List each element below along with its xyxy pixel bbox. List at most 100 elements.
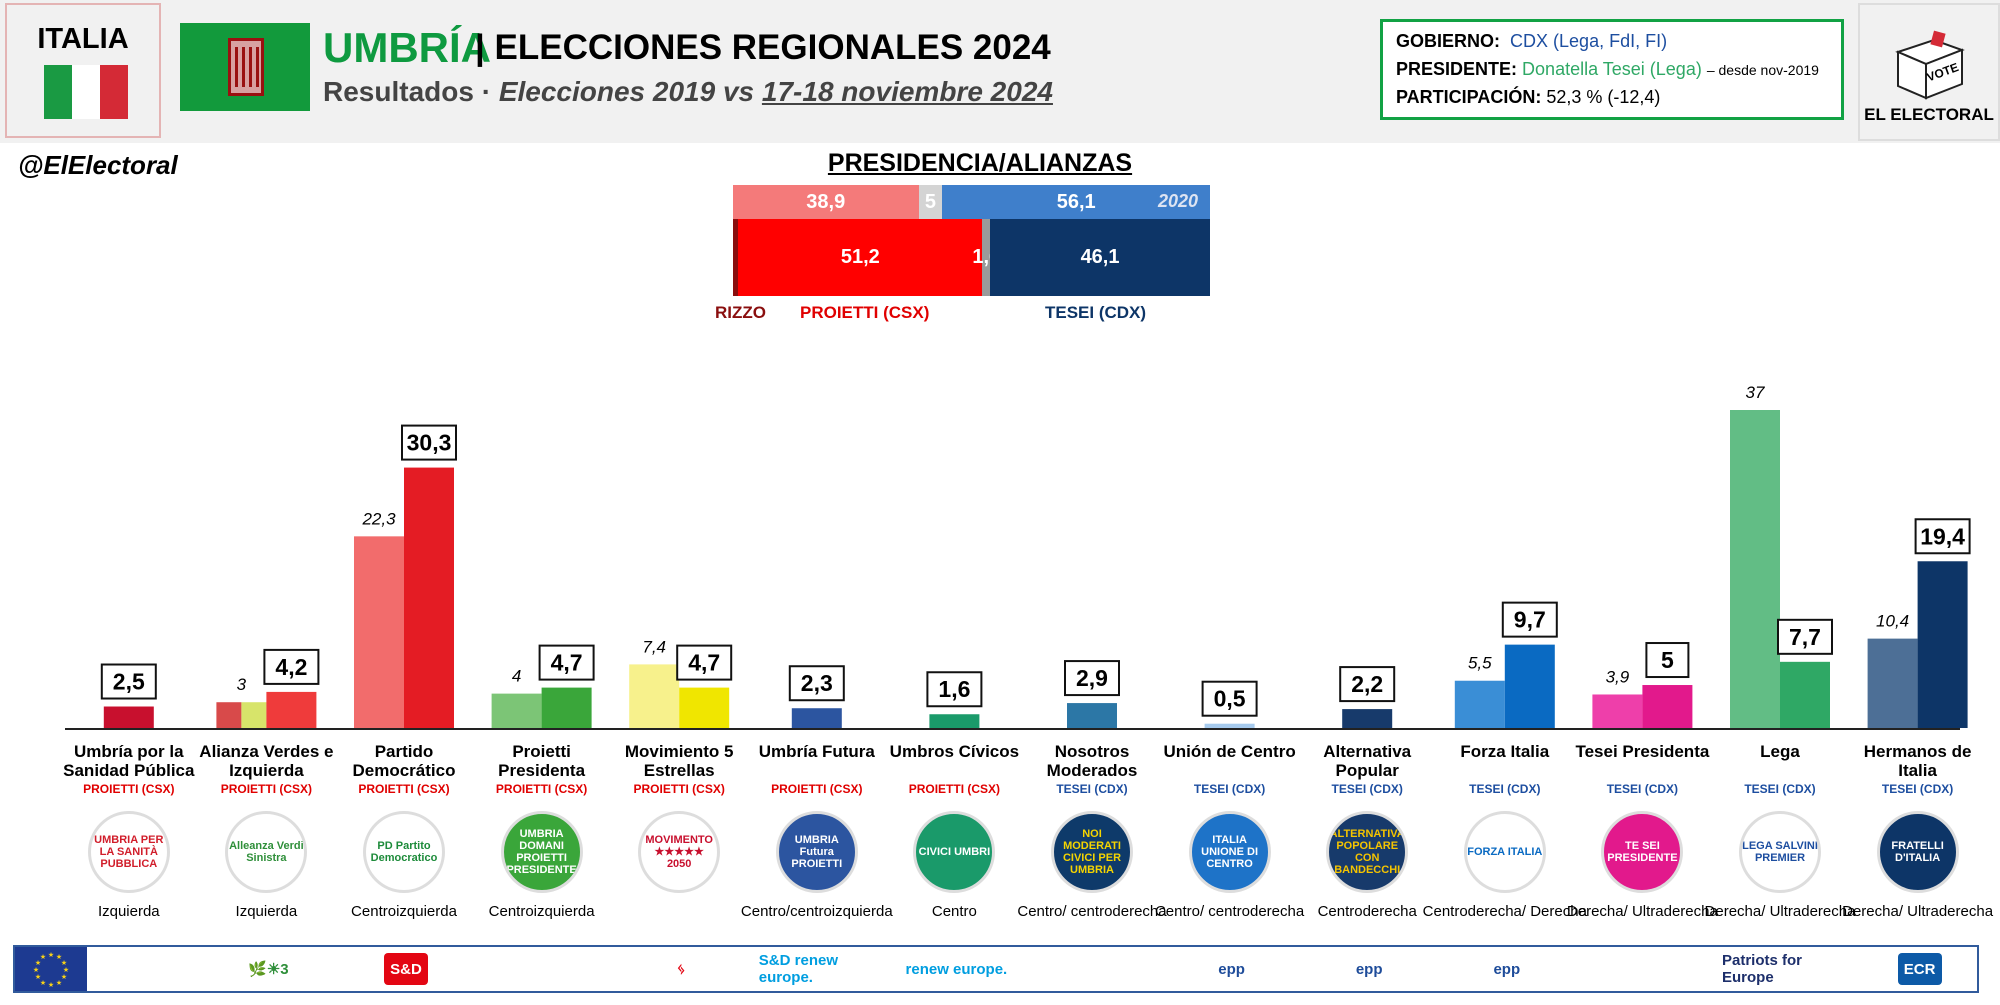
alliance-label-1: PROIETTI (CSX) xyxy=(800,303,930,322)
twitter-handle: @ElElectoral xyxy=(18,150,178,180)
bar-2019-partido-democratico xyxy=(354,536,404,728)
bar-2019-hermanos-de-italia xyxy=(1867,638,1918,728)
party-alliance-tesei-presidenta: TESEI (CDX) xyxy=(1606,782,1679,796)
alliance-2020-segment-cdx: 56,1 xyxy=(942,185,1210,219)
svg-text:★: ★ xyxy=(48,981,54,989)
subtitle: Resultados · Elecciones 2019 vs 17-18 no… xyxy=(323,76,1053,108)
bar-2019-lega xyxy=(1730,410,1780,728)
party-name-lega: Lega xyxy=(1760,742,1800,761)
label-box-2024-proietti-presidenta xyxy=(538,644,595,681)
svg-text:★: ★ xyxy=(40,953,46,961)
svg-text:★: ★ xyxy=(63,966,69,974)
page-title: | ELECCIONES REGIONALES 2024 xyxy=(475,28,1051,67)
bar-2024-proietti-presidenta xyxy=(541,687,592,728)
label-box-2024-umbria-por-la-sanidad-publica xyxy=(100,663,157,700)
party-ideology-nosotros-moderados: Centro/ centroderecha xyxy=(1017,903,1167,920)
bar-2019-alianza-verdes-e-izquierda-part-0 xyxy=(216,702,242,728)
svg-text:★: ★ xyxy=(56,979,62,987)
party-alliance-umbria-por-la-sanidad-publica: PROIETTI (CSX) xyxy=(83,782,175,796)
party-logo-lega-icon: LEGA SALVINI PREMIER xyxy=(1739,811,1821,893)
el-electoral-logo: VOTE EL ELECTORAL xyxy=(1858,3,2000,141)
label-2024-forza-italia: 9,7 xyxy=(1514,607,1546,633)
svg-text:★: ★ xyxy=(35,959,41,967)
party-logo-movimiento-5-estrellas-icon: MOVIMENTO ★★★★★ 2050 xyxy=(638,811,721,893)
label-2019-lega: 37 xyxy=(1746,383,1765,402)
party-ideology-forza-italia: Centroderecha/ Derecha xyxy=(1422,903,1587,920)
party-ideology-alternativa-popular: Centroderecha xyxy=(1317,903,1417,920)
bar-2024-forza-italia xyxy=(1504,644,1555,728)
label-box-2024-nosotros-moderados xyxy=(1064,660,1120,697)
label-box-2024-union-de-centro xyxy=(1201,680,1258,717)
bar-2024-partido-democratico xyxy=(404,467,454,728)
party-name-alianza-verdes-e-izquierda: Alianza Verdes e Izquierda xyxy=(199,742,334,780)
bar-2024-alianza-verdes-e-izquierda xyxy=(266,691,317,728)
label-box-2024-partido-democratico xyxy=(401,424,457,461)
alliance-2020-segment-otros: 5 xyxy=(918,185,943,219)
party-name-alternativa-popular: Alternativa Popular xyxy=(1323,742,1412,780)
party-ideology-partido-democratico: Centroizquierda xyxy=(351,903,457,920)
party-alliance-union-de-centro: TESEI (CDX) xyxy=(1193,782,1266,796)
party-name-nosotros-moderados: Nosotros Moderados xyxy=(1046,742,1138,780)
party-alliance-alianza-verdes-e-izquierda: PROIETTI (CSX) xyxy=(220,782,313,796)
party-alliance-umbria-futura: PROIETTI (CSX) xyxy=(771,782,863,796)
bar-2024-umbria-por-la-sanidad-publica xyxy=(103,706,154,728)
label-2019-forza-italia: 5,5 xyxy=(1468,654,1492,673)
party-name-hermanos-de-italia: Hermanos de Italia xyxy=(1863,742,1972,780)
alliance-year-2020: 2020 xyxy=(1157,191,1198,211)
party-alliance-hermanos-de-italia: TESEI (CDX) xyxy=(1881,782,1954,796)
info-presidente: PRESIDENTE: Donatella Tesei (Lega) – des… xyxy=(1396,59,1819,80)
label-2024-hermanos-de-italia: 19,4 xyxy=(1920,523,1965,549)
party-logo-nosotros-moderados-icon: NOI MODERATI CIVICI PER UMBRIA xyxy=(1051,811,1133,893)
label-2019-proietti-presidenta: 4 xyxy=(512,667,521,686)
ballot-box-icon: VOTE xyxy=(1895,30,1965,100)
label-2024-umbria-futura: 2,3 xyxy=(801,670,833,696)
umbria-emblem-icon xyxy=(228,38,264,96)
party-logo-umbria-futura-icon: UMBRIA Futura PROIETTI xyxy=(775,811,858,893)
europarty-logo-2-icon: S&D xyxy=(384,953,428,985)
party-ideology-tesei-presidenta: Derecha/ Ultraderecha xyxy=(1566,903,1718,920)
party-logo-partido-democratico-icon: PD Partito Democratico xyxy=(363,811,445,893)
region-title: UMBRÍA xyxy=(323,24,491,71)
eu-flag-icon: ★ ★ ★ ★ ★ ★ ★ ★ ★ ★ ★ ★ xyxy=(15,947,87,991)
subtitle-date: 17-18 noviembre 2024 xyxy=(761,76,1053,107)
svg-text:★: ★ xyxy=(61,959,67,967)
logo-text: EL ELECTORAL xyxy=(1864,105,1994,124)
label-2019-partido-democratico: 22,3 xyxy=(361,509,396,528)
alliance-bar-2024: 51,2 1,6 46,1 xyxy=(733,219,1210,296)
party-name-movimiento-5-estrellas: Movimiento 5 Estrellas xyxy=(624,742,734,780)
party-alliance-nosotros-moderados: TESEI (CDX) xyxy=(1056,782,1128,796)
bar-2019-tesei-presidenta xyxy=(1592,694,1643,728)
bar-2019-movimiento-5-estrellas xyxy=(629,664,680,728)
party-logo-alianza-verdes-e-izquierda-icon: Alleanza Verdi Sinistra xyxy=(225,811,308,893)
svg-text:★: ★ xyxy=(35,973,41,981)
x-axis-line xyxy=(65,728,1960,730)
subtitle-results: Resultados xyxy=(323,76,474,107)
party-name-partido-democratico: Partido Democrático xyxy=(352,742,456,780)
presidente-note: – desde nov-2019 xyxy=(1706,62,1819,78)
alliance-2020-segment-csx: 38,9 xyxy=(733,185,919,219)
party-name-union-de-centro: Unión de Centro xyxy=(1163,742,1296,761)
party-alliance-forza-italia: TESEI (CDX) xyxy=(1469,782,1541,796)
label-box-2024-alianza-verdes-e-izquierda xyxy=(263,648,320,685)
party-logo-proietti-presidenta-icon: UMBRIA DOMANI PROIETTI PRESIDENTE xyxy=(500,811,583,893)
participacion-value: 52,3 % (-12,4) xyxy=(1546,87,1661,107)
party-logo-hermanos-de-italia-icon: FRATELLI D'ITALIA xyxy=(1876,811,1959,893)
europarty-logo-9-icon: epp xyxy=(1355,960,1383,978)
label-box-2024-lega xyxy=(1777,618,1833,655)
europarty-logo-4-icon: ᛃ xyxy=(676,960,686,978)
party-name-umbria-futura: Umbría Futura xyxy=(758,742,875,761)
alliance-label-0: RIZZO xyxy=(715,303,766,322)
bar-2019-alianza-verdes-e-izquierda-part-1 xyxy=(241,702,267,728)
party-ideology-union-de-centro: Centro/ centroderecha xyxy=(1154,903,1305,920)
label-box-2024-alternativa-popular xyxy=(1339,666,1396,703)
party-alliance-proietti-presidenta: PROIETTI (CSX) xyxy=(495,782,588,796)
label-box-2024-hermanos-de-italia xyxy=(1914,518,1971,555)
label-box-2024-movimiento-5-estrellas xyxy=(676,644,733,681)
party-alliance-lega: TESEI (CDX) xyxy=(1744,782,1816,796)
europarty-logo-1-icon: 🌿☀3 xyxy=(248,961,289,978)
label-box-2024-umbria-futura xyxy=(788,665,845,702)
label-box-2024-umbros-civicos xyxy=(926,671,983,708)
svg-text:★: ★ xyxy=(48,951,54,959)
label-2019-hermanos-de-italia: 10,4 xyxy=(1876,612,1909,631)
party-logo-tesei-presidenta-icon: TE SEI PRESIDENTE xyxy=(1601,811,1684,893)
